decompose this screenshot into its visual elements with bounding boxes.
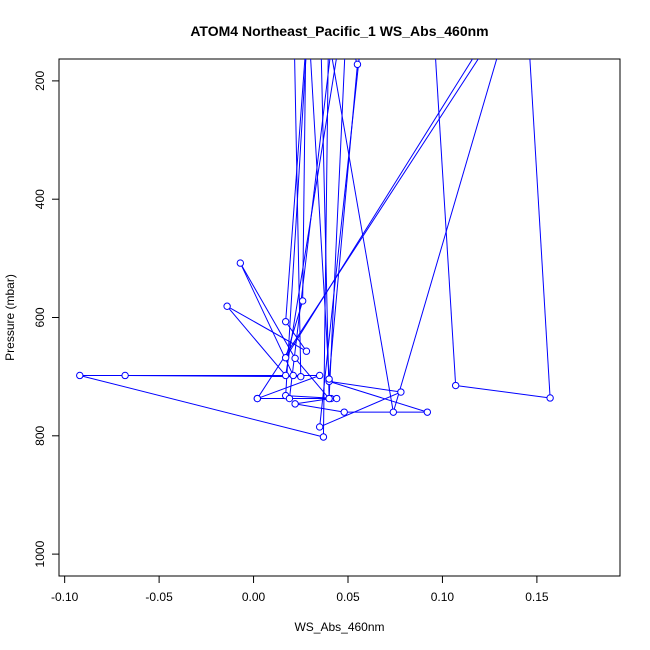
x-tick-label: 0.00 [242, 590, 266, 604]
y-tick-label: 200 [33, 71, 47, 91]
series-segment [257, 375, 320, 400]
x-tick-label: -0.05 [145, 590, 173, 604]
series-segment [295, 403, 345, 413]
series-segment [319, 391, 402, 428]
data-point [325, 394, 333, 403]
series-segment [328, 380, 428, 413]
plot-frame [58, 58, 621, 577]
data-point [423, 408, 432, 416]
series-layer [76, 59, 554, 441]
series-segment [226, 305, 307, 352]
data-point [340, 408, 348, 416]
data-point [297, 372, 305, 381]
data-point [353, 60, 362, 69]
series-segment [295, 398, 332, 405]
series-segment [302, 59, 307, 301]
series-segment [288, 59, 331, 399]
series-segment [328, 64, 358, 380]
y-axis: 200 400 600 800 1000 [33, 71, 60, 567]
x-tick-label: 0.10 [431, 590, 455, 604]
series-segment [435, 59, 457, 386]
series-segment [310, 59, 330, 380]
data-point [253, 394, 262, 403]
data-point [451, 381, 460, 390]
data-point [281, 371, 290, 380]
series-segment [322, 59, 329, 437]
series-segment [331, 59, 394, 413]
data-point [236, 259, 245, 267]
series-segment [79, 374, 324, 438]
series-segment [294, 357, 330, 399]
series-segment [285, 321, 307, 352]
x-tick-label: -0.10 [51, 590, 79, 604]
y-tick-label: 1000 [33, 540, 47, 567]
data-point [389, 408, 398, 416]
series-segment [239, 262, 296, 359]
series-segment [285, 59, 337, 376]
series-segment [329, 380, 401, 393]
series-segment [455, 385, 551, 399]
data-point [289, 371, 297, 380]
data-point [281, 354, 290, 362]
data-point [332, 394, 341, 403]
y-axis-label: Pressure (mbar) [3, 274, 17, 361]
series-segment [226, 305, 287, 376]
y-tick-label: 600 [33, 307, 47, 327]
series-segment [320, 59, 330, 399]
data-point [546, 394, 554, 402]
series-segment [529, 59, 551, 398]
data-point [397, 388, 405, 396]
data-point [291, 354, 299, 363]
series-segment [328, 59, 346, 399]
y-tick-label: 800 [33, 425, 47, 445]
data-point [291, 400, 299, 408]
data-point [281, 317, 290, 326]
data-point [325, 375, 333, 383]
data-point [121, 371, 129, 380]
data-point [302, 347, 311, 355]
series-segment [256, 59, 479, 399]
x-axis: -0.10 -0.05 0.00 0.05 0.10 0.15 [51, 575, 549, 604]
data-point [285, 394, 294, 403]
data-point [315, 423, 324, 431]
series-segment [285, 59, 474, 358]
data-point [315, 371, 324, 380]
x-axis-label: WS_Abs_460nm [294, 620, 384, 634]
chart-title: ATOM4 Northeast_Pacific_1 WS_Abs_460nm [190, 23, 488, 39]
data-point [76, 371, 84, 380]
data-point [319, 433, 328, 441]
series-segment [392, 59, 498, 413]
x-tick-label: 0.05 [336, 590, 360, 604]
series-segment [285, 59, 306, 322]
x-tick-label: 0.15 [525, 590, 549, 604]
data-point [223, 302, 231, 310]
y-tick-label: 400 [33, 189, 47, 209]
data-point [298, 297, 307, 305]
